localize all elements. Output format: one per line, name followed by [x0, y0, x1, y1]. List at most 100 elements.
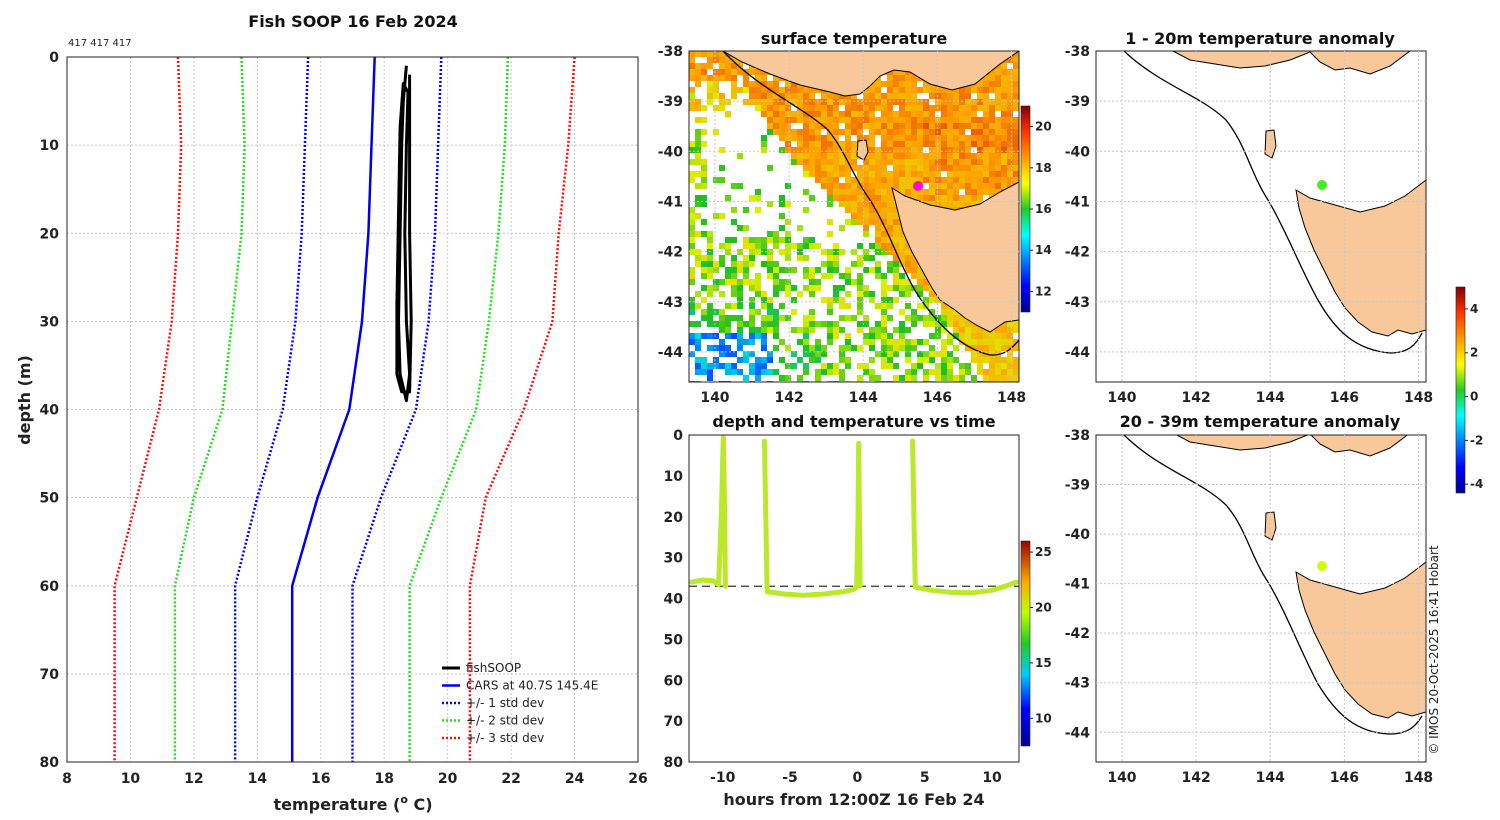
sst-cell	[809, 351, 815, 357]
sst-cell	[779, 195, 785, 201]
sst-cell	[695, 303, 701, 309]
sst-cell	[923, 357, 929, 363]
sst-cell	[719, 99, 725, 105]
sst-cell	[1001, 177, 1007, 183]
sst-cell	[893, 225, 899, 231]
sst-cell	[839, 345, 845, 351]
sst-cell	[893, 99, 899, 105]
sst-cell	[935, 327, 941, 333]
sst-cell	[911, 363, 917, 369]
sst-cell	[767, 237, 773, 243]
sst-cell	[773, 321, 779, 327]
sst-cell	[767, 351, 773, 357]
sst-cell	[887, 171, 893, 177]
sst-cell	[695, 291, 701, 297]
sst-cell	[965, 87, 971, 93]
sst-cell	[827, 171, 833, 177]
sst-cell	[857, 285, 863, 291]
sst-cell	[881, 201, 887, 207]
sst-cell	[863, 165, 869, 171]
sst-cell	[731, 315, 737, 321]
sst-cell	[905, 315, 911, 321]
sst-cell	[719, 147, 725, 153]
sst-cell	[761, 345, 767, 351]
sst-cell	[1007, 87, 1013, 93]
sst-cell	[743, 255, 749, 261]
sst-cell	[899, 87, 905, 93]
sst-cell	[731, 237, 737, 243]
sst-cell	[977, 81, 983, 87]
sst-cell	[941, 183, 947, 189]
sst-cell	[995, 69, 1001, 75]
sst-cell	[971, 183, 977, 189]
sst-cell	[773, 369, 779, 375]
sst-cell	[803, 351, 809, 357]
sst-cell	[725, 111, 731, 117]
sst-cell	[707, 291, 713, 297]
sst-cell	[803, 159, 809, 165]
x-tick-label: 22	[501, 771, 520, 787]
sst-cell	[1001, 63, 1007, 69]
sst-cell	[815, 345, 821, 351]
sst-cell	[701, 51, 707, 57]
sst-cell	[989, 81, 995, 87]
sst-cell	[719, 243, 725, 249]
sst-cell	[959, 117, 965, 123]
sst-cell	[953, 357, 959, 363]
y-tick-label: 0	[49, 50, 59, 66]
sst-cell	[725, 333, 731, 339]
sst-cell	[797, 159, 803, 165]
sst-cell	[767, 165, 773, 171]
sst-cell	[767, 357, 773, 363]
sst-cell	[893, 141, 899, 147]
sst-cell	[899, 69, 905, 75]
sst-cell	[755, 327, 761, 333]
profile-x-axis-label: temperature (o C)	[273, 793, 432, 814]
sst-cell	[857, 99, 863, 105]
sst-cell	[917, 189, 923, 195]
sst-cell	[689, 213, 695, 219]
sst-cell	[881, 129, 887, 135]
sst-cell	[947, 135, 953, 141]
sst-cell	[773, 117, 779, 123]
sst-cell	[845, 273, 851, 279]
sst-cell	[983, 87, 989, 93]
sst-cell	[983, 147, 989, 153]
sst-cell	[983, 171, 989, 177]
sst-cell	[803, 333, 809, 339]
sst-cell	[887, 333, 893, 339]
sst-cell	[743, 273, 749, 279]
sst-cell	[797, 153, 803, 159]
sst-cell	[779, 237, 785, 243]
sst-cell	[1001, 81, 1007, 87]
sst-cell	[695, 363, 701, 369]
sst-cell	[995, 357, 1001, 363]
sst-cell	[923, 105, 929, 111]
sst-cell	[863, 201, 869, 207]
sst-cell	[1013, 321, 1019, 327]
sst-cell	[881, 351, 887, 357]
sst-cell	[851, 147, 857, 153]
sst-cell	[689, 225, 695, 231]
sst-cell	[785, 183, 791, 189]
sst-cell	[881, 195, 887, 201]
sst-cell	[1007, 345, 1013, 351]
sst-cell	[863, 171, 869, 177]
sst-cell	[941, 99, 947, 105]
colorbar-tick-label: 14	[1035, 243, 1052, 257]
sst-cell	[965, 321, 971, 327]
sst-cell	[779, 267, 785, 273]
sst-cell	[827, 141, 833, 147]
sst-cell	[875, 225, 881, 231]
sst-cell	[959, 327, 965, 333]
sst-cell	[875, 165, 881, 171]
sst-cell	[947, 177, 953, 183]
sst-cell	[887, 153, 893, 159]
sst-cell	[815, 375, 821, 381]
sst-cell	[701, 363, 707, 369]
king-island	[856, 139, 869, 161]
sst-cell	[953, 99, 959, 105]
sst-cell	[1007, 183, 1013, 189]
sst-cell	[761, 141, 767, 147]
sst-cell	[977, 129, 983, 135]
